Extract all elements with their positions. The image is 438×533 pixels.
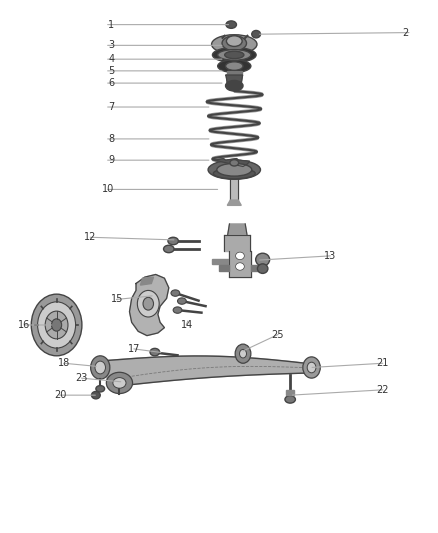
- Text: 9: 9: [108, 155, 114, 165]
- Ellipse shape: [230, 160, 239, 166]
- Polygon shape: [229, 251, 251, 277]
- Ellipse shape: [222, 36, 247, 51]
- Text: 4: 4: [108, 54, 114, 64]
- Polygon shape: [106, 356, 315, 387]
- Text: 14: 14: [180, 320, 193, 330]
- Text: 8: 8: [108, 134, 114, 144]
- Text: 21: 21: [376, 358, 389, 368]
- Ellipse shape: [258, 264, 268, 273]
- Ellipse shape: [226, 36, 242, 46]
- Text: 12: 12: [85, 232, 97, 243]
- Ellipse shape: [208, 160, 261, 179]
- Text: 10: 10: [102, 184, 114, 195]
- Text: 22: 22: [376, 385, 389, 395]
- Polygon shape: [224, 235, 251, 251]
- Text: 1: 1: [108, 20, 114, 30]
- Ellipse shape: [92, 391, 100, 399]
- Circle shape: [91, 356, 110, 379]
- Ellipse shape: [212, 47, 256, 62]
- Ellipse shape: [171, 290, 180, 296]
- Text: 6: 6: [108, 78, 114, 88]
- Text: 3: 3: [108, 41, 114, 50]
- Circle shape: [143, 297, 153, 310]
- Text: 18: 18: [58, 358, 71, 368]
- Text: 5: 5: [108, 66, 114, 76]
- Polygon shape: [228, 224, 247, 235]
- Polygon shape: [226, 75, 243, 86]
- Ellipse shape: [218, 50, 251, 60]
- Circle shape: [240, 350, 247, 358]
- Circle shape: [45, 311, 68, 339]
- Ellipse shape: [226, 80, 243, 91]
- Ellipse shape: [217, 164, 252, 176]
- Text: 17: 17: [128, 344, 141, 354]
- Ellipse shape: [106, 372, 133, 393]
- Ellipse shape: [236, 252, 244, 260]
- Polygon shape: [215, 159, 250, 166]
- Text: 16: 16: [18, 320, 30, 330]
- Ellipse shape: [285, 395, 295, 403]
- Ellipse shape: [256, 253, 270, 266]
- Text: 2: 2: [403, 28, 409, 38]
- Circle shape: [138, 290, 159, 317]
- Ellipse shape: [168, 237, 178, 245]
- Circle shape: [303, 357, 320, 378]
- Text: 20: 20: [54, 390, 66, 400]
- Circle shape: [307, 362, 316, 373]
- Ellipse shape: [177, 298, 186, 304]
- Ellipse shape: [173, 307, 182, 313]
- Ellipse shape: [252, 30, 261, 38]
- Text: 15: 15: [110, 294, 123, 304]
- Text: 13: 13: [324, 251, 336, 261]
- Polygon shape: [227, 71, 242, 75]
- Circle shape: [235, 344, 251, 364]
- Polygon shape: [130, 274, 169, 336]
- Circle shape: [38, 302, 76, 348]
- Polygon shape: [227, 200, 241, 205]
- Ellipse shape: [212, 35, 257, 54]
- Text: 25: 25: [272, 329, 284, 340]
- Ellipse shape: [226, 21, 237, 28]
- Ellipse shape: [236, 263, 244, 270]
- Ellipse shape: [213, 168, 255, 179]
- Ellipse shape: [218, 60, 251, 72]
- Ellipse shape: [225, 51, 244, 59]
- Ellipse shape: [163, 245, 174, 253]
- Circle shape: [95, 361, 106, 374]
- Ellipse shape: [96, 385, 105, 392]
- Polygon shape: [219, 265, 229, 271]
- Polygon shape: [251, 265, 261, 271]
- Text: 23: 23: [76, 373, 88, 383]
- Circle shape: [31, 294, 82, 356]
- Polygon shape: [212, 259, 231, 264]
- Ellipse shape: [226, 62, 243, 70]
- Polygon shape: [141, 277, 153, 285]
- Text: 7: 7: [108, 102, 114, 112]
- Ellipse shape: [150, 349, 159, 356]
- Ellipse shape: [113, 377, 126, 388]
- Circle shape: [52, 319, 62, 331]
- Polygon shape: [286, 390, 294, 394]
